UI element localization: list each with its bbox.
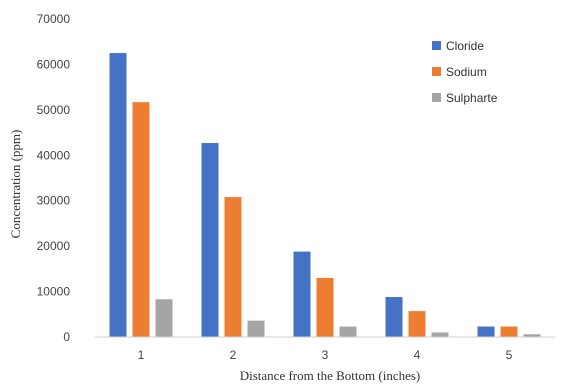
- y-tick-label: 60000: [37, 57, 71, 71]
- x-tick-label: 5: [506, 348, 513, 362]
- bars: [109, 53, 541, 338]
- bar-cloride-2: [201, 143, 219, 337]
- legend: Cloride Sodium Sulpharte: [432, 39, 498, 105]
- x-tick-label: 1: [138, 348, 145, 362]
- bar-sodium-2: [224, 197, 242, 337]
- bar-sodium-1: [132, 102, 150, 338]
- x-tick-label: 3: [322, 348, 329, 362]
- y-tick-label: 20000: [37, 239, 71, 253]
- legend-swatch-sodium: [432, 67, 441, 76]
- y-axis-title: Concentration (ppm): [8, 130, 23, 239]
- x-axis-ticks: 1 2 3 4 5: [138, 348, 513, 362]
- bar-sulpharte-2: [247, 320, 265, 337]
- bar-sodium-4: [408, 311, 426, 337]
- y-tick-label: 30000: [37, 194, 71, 208]
- bar-cloride-3: [293, 251, 311, 337]
- bar-sulpharte-1: [155, 299, 173, 337]
- y-tick-label: 50000: [37, 103, 71, 117]
- bar-cloride-4: [385, 297, 403, 337]
- legend-label-sodium: Sodium: [446, 65, 487, 79]
- bar-sulpharte-3: [339, 326, 357, 337]
- bar-sodium-3: [316, 277, 334, 337]
- x-tick-label: 4: [414, 348, 421, 362]
- legend-swatch-cloride: [432, 41, 441, 50]
- x-tick-label: 2: [230, 348, 237, 362]
- bar-cloride-5: [477, 326, 495, 337]
- legend-swatch-sulpharte: [432, 93, 441, 102]
- y-tick-label: 40000: [37, 148, 71, 162]
- y-tick-label: 70000: [37, 12, 71, 26]
- y-tick-label: 0: [63, 330, 70, 344]
- bar-sulpharte-5: [523, 334, 541, 337]
- bar-sodium-5: [500, 326, 518, 337]
- legend-label-sulpharte: Sulpharte: [446, 91, 498, 105]
- bar-sulpharte-4: [431, 332, 449, 337]
- y-axis-ticks: 0 10000 20000 30000 40000 50000 60000 70000: [37, 12, 71, 344]
- x-axis-title: Distance from the Bottom (inches): [240, 368, 421, 383]
- bar-cloride-1: [109, 53, 127, 337]
- legend-label-cloride: Cloride: [446, 39, 484, 53]
- y-tick-label: 10000: [37, 285, 71, 299]
